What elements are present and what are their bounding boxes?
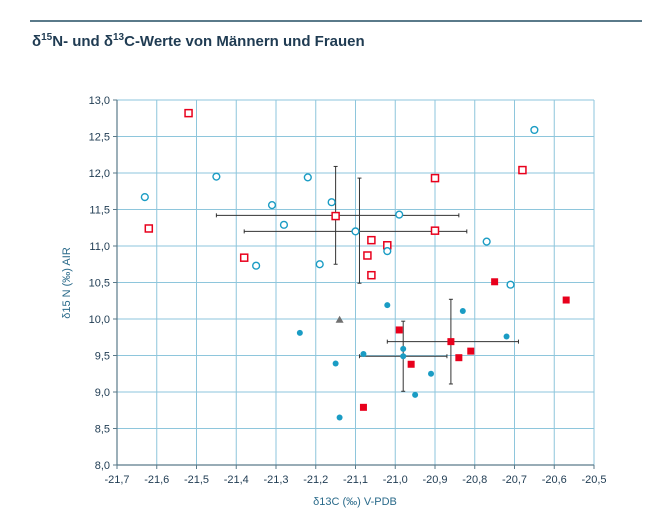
chart-title: δ15N- und δ13C-Werte von Männern und Fra… — [32, 32, 365, 50]
y-tick-label: 12,0 — [89, 168, 110, 180]
y-tick-label: 9,5 — [95, 351, 110, 363]
y-tick-label: 10,0 — [89, 314, 110, 326]
filled-circle-point — [400, 353, 407, 360]
grid-lines — [116, 99, 595, 466]
y-tick-label: 12,5 — [89, 132, 110, 144]
open-circle-point — [279, 220, 289, 229]
x-tick-label: -21,0 — [383, 474, 408, 486]
filled-square-point — [407, 360, 415, 368]
open-square-point — [144, 224, 154, 233]
open-square-point — [518, 165, 527, 175]
y-tick-label: 8,5 — [95, 424, 110, 436]
data-points — [140, 108, 570, 421]
axes — [113, 99, 595, 469]
filled-square-point — [455, 354, 463, 362]
open-square-point — [331, 211, 340, 221]
filled-circle-point — [503, 333, 510, 340]
filled-circle-point — [296, 329, 303, 336]
open-circle-point — [482, 237, 491, 246]
open-circle-point — [252, 261, 261, 270]
open-square-point — [367, 235, 376, 245]
open-circle-point — [327, 198, 336, 207]
filled-circle-point — [412, 391, 419, 398]
x-tick-label: -20,9 — [422, 474, 447, 486]
open-circle-point — [140, 192, 149, 202]
filled-circle-point — [360, 351, 367, 358]
x-axis-label: δ13C (‰) V-PDB — [313, 496, 397, 508]
filled-square-point — [447, 338, 455, 346]
open-circle-point — [303, 173, 312, 182]
y-tick-label: 11,5 — [89, 205, 110, 217]
x-tick-labels: -21,7 -21,6 -21,5 -21,4 -21,3 -21,2 -21,1 -21,0… — [104, 474, 606, 486]
filled-circle-point — [336, 414, 343, 421]
y-tick-label: 8,0 — [95, 460, 110, 472]
y-tick-label: 9,0 — [95, 387, 110, 399]
filled-circle-point — [400, 345, 407, 352]
open-circle-point — [383, 247, 392, 256]
filled-square-point — [359, 403, 367, 411]
filled-circle-point — [428, 370, 435, 377]
filled-square-point — [562, 296, 570, 304]
x-tick-label: -21,7 — [104, 474, 129, 486]
filled-circle-point — [459, 307, 466, 314]
x-tick-label: -21,4 — [224, 474, 249, 486]
open-circle-point — [212, 172, 221, 181]
filled-circle-point — [332, 360, 339, 367]
open-circle-point — [315, 260, 324, 269]
x-tick-label: -20,6 — [542, 474, 567, 486]
open-square-point — [239, 253, 249, 262]
filled-triangle-point — [335, 315, 344, 323]
open-square-point — [430, 173, 440, 183]
x-tick-label: -21,2 — [303, 474, 328, 486]
filled-square-point — [395, 326, 403, 334]
filled-circle-point — [384, 302, 391, 309]
open-square-point — [430, 226, 440, 235]
open-circle-point — [530, 125, 539, 135]
y-tick-labels: 8,0 8,5 9,0 9,5 10,0 10,5 11,0 11,5 12,0 12,5 13,0 — [89, 95, 110, 472]
x-tick-label: -20,5 — [581, 474, 606, 486]
y-tick-label: 11,0 — [89, 241, 110, 253]
filled-square-point — [467, 347, 475, 355]
open-circle-point — [267, 201, 277, 210]
title-rule — [30, 20, 642, 22]
open-square-point — [367, 270, 376, 280]
open-square-point — [363, 251, 372, 260]
x-tick-label: -21,6 — [144, 474, 169, 486]
open-square-point — [184, 108, 193, 118]
y-axis-label: δ15 N (‰) AIR — [61, 247, 73, 319]
y-tick-label: 10,5 — [89, 278, 110, 290]
open-circle-point — [351, 227, 360, 236]
y-tick-label: 13,0 — [89, 95, 110, 107]
open-circle-point — [395, 210, 404, 219]
filled-square-point — [491, 278, 499, 286]
x-tick-label: -20,7 — [502, 474, 527, 486]
open-circle-point — [506, 280, 515, 289]
x-tick-label: -21,5 — [184, 474, 209, 486]
x-tick-label: -20,8 — [462, 474, 487, 486]
x-tick-label: -21,1 — [343, 474, 368, 486]
x-tick-label: -21,3 — [263, 474, 288, 486]
